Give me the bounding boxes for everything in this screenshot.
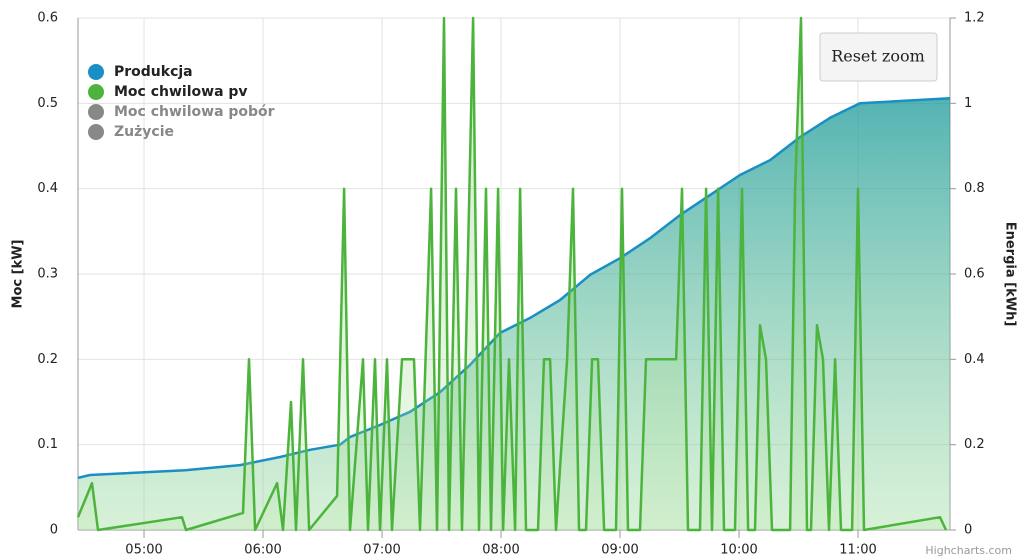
x-tick-label: 05:00: [125, 543, 162, 558]
plot-area: 0 0.1 0.2 0.3 0.4 0.5 0.6 0 0.2 0.4 0.6 0.8 1 1.2 05:0…: [37, 11, 984, 558]
button-box[interactable]: [819, 32, 938, 82]
y2-tick-label: 1: [964, 96, 972, 111]
x-tick-label: 10:00: [720, 543, 757, 558]
series-line: [76, 16, 948, 532]
credits[interactable]: Highcharts.com: [925, 544, 1012, 557]
y2-tick-label: 0.6: [964, 267, 985, 282]
y-tick-label: 0: [50, 523, 58, 538]
x-tick-label: 08:00: [482, 543, 519, 558]
y2-tick-label: 0.8: [964, 181, 985, 196]
button-label[interactable]: Reset zoom: [831, 47, 925, 66]
legend-label[interactable]: Zużycie: [114, 124, 174, 140]
legend-marker[interactable]: [88, 124, 104, 140]
x-tick-label: 06:00: [244, 543, 281, 558]
x-tick-label: 11:00: [839, 543, 876, 558]
y2-tick-label: 0: [964, 523, 972, 538]
y2-tick-label: 1.2: [964, 11, 985, 26]
series-line: [77, 96, 951, 480]
y-tick-label: 0.5: [37, 96, 58, 111]
area-fill: [78, 18, 946, 530]
legend-marker[interactable]: [88, 84, 104, 100]
y-axis-title: Moc [kW]: [11, 240, 26, 309]
legend-label[interactable]: Produkcja: [114, 64, 193, 80]
y2-tick-label: 0.4: [964, 352, 985, 367]
y-tick-label: 0.1: [37, 437, 58, 452]
y-tick-label: 0.3: [37, 267, 58, 282]
legend-label[interactable]: Moc chwilowa pv: [114, 84, 248, 100]
x-tick-label: 07:00: [363, 543, 400, 558]
area-fill: [78, 98, 950, 530]
legend-marker[interactable]: [88, 64, 104, 80]
x-tick-label: 09:00: [601, 543, 638, 558]
y2-axis-title: Energia [kWh]: [1003, 222, 1018, 327]
legend-label[interactable]: Moc chwilowa pobór: [114, 104, 275, 120]
reset-button[interactable]: Reset zoom: [819, 32, 938, 82]
y-tick-label: 0.2: [37, 352, 58, 367]
y-tick-label: 0.4: [37, 181, 58, 196]
y-tick-label: 0.6: [37, 11, 58, 26]
y2-tick-label: 0.2: [964, 437, 985, 452]
legend-marker[interactable]: [88, 104, 104, 120]
